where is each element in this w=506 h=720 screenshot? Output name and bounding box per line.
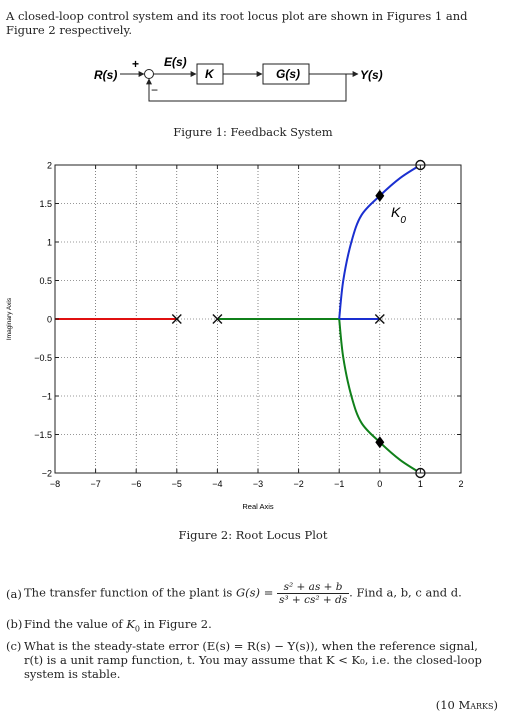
question-b-label: (b)	[6, 617, 22, 631]
question-b-text-2: in Figure 2.	[140, 617, 212, 631]
x-tick-label: −6	[131, 479, 141, 489]
y-tick-label: 0	[47, 315, 52, 325]
transfer-function-numerator: s² + as + b	[277, 581, 349, 594]
x-tick-label: −5	[172, 479, 182, 489]
k0-annotation: K0	[391, 204, 406, 226]
figure2-caption: Figure 2: Root Locus Plot	[0, 528, 506, 542]
x-tick-label: −4	[212, 479, 222, 489]
x-tick-label: 0	[377, 479, 382, 489]
root-locus-plot: −8 −7 −6 −5 −4 −3 −2 −1 0 1 2 2 1.5 1 0.5 0 −0.5 −1 −1.5 −2…	[0, 0, 506, 520]
x-tick-label: −1	[334, 479, 344, 489]
marks-label: (10 Marks)	[436, 698, 498, 712]
y-tick-label: −1.5	[34, 430, 52, 440]
x-tick-label: 1	[418, 479, 423, 489]
y-tick-label: −0.5	[34, 353, 52, 363]
question-b-k: K	[126, 617, 135, 631]
x-axis-label: Real Axis	[242, 502, 274, 511]
y-tick-label: −1	[42, 392, 52, 402]
y-tick-label: −2	[42, 469, 52, 479]
question-a-lhs: G(s) =	[236, 586, 273, 600]
x-tick-label: −7	[90, 479, 100, 489]
question-a-text-before: The transfer function of the plant is	[24, 586, 236, 600]
transfer-function-fraction: s² + as + b s³ + cs² + ds	[277, 581, 349, 606]
x-tick-label: −8	[50, 479, 60, 489]
question-b-text-1: Find the value of	[24, 617, 126, 631]
x-tick-label: −3	[253, 479, 263, 489]
question-a-text-after: . Find a, b, c and d.	[349, 586, 462, 600]
y-axis-label: Imaginary Axis	[6, 297, 13, 340]
y-tick-label: 1.5	[39, 199, 52, 209]
x-tick-label: −2	[293, 479, 303, 489]
question-c-text: What is the steady-state error (E(s) = R…	[24, 639, 500, 681]
y-tick-label: 1	[47, 238, 52, 248]
question-c-label: (c)	[6, 639, 21, 653]
transfer-function-denominator: s³ + cs² + ds	[277, 594, 349, 606]
x-tick-label: 2	[458, 479, 463, 489]
y-tick-label: 0.5	[39, 276, 52, 286]
question-a-label: (a)	[6, 587, 22, 601]
y-tick-label: 2	[47, 161, 52, 171]
